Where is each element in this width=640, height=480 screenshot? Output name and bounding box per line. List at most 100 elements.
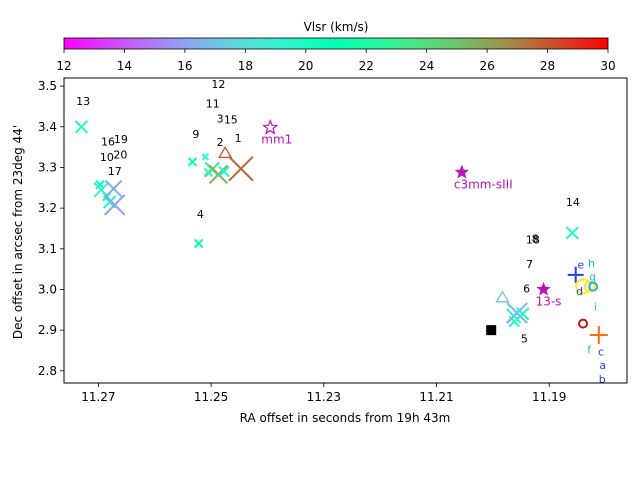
- maser-spot: [228, 155, 254, 182]
- maser-id-label: 19: [114, 133, 128, 146]
- colorbar-tick-label: 26: [479, 59, 494, 73]
- maser-cross-stroke: [565, 226, 580, 240]
- axes-frame: [63, 77, 628, 384]
- maser-spot: [565, 226, 580, 240]
- colorbar-tick-label: 16: [177, 59, 192, 73]
- x-tick-label: 11.23: [307, 390, 341, 404]
- maser-spot: [201, 153, 210, 161]
- maser-cross-stroke: [187, 157, 198, 167]
- letter-label: f: [587, 344, 592, 357]
- maser-cross-stroke: [201, 153, 210, 161]
- maser-cross-stroke: [104, 179, 123, 198]
- x-tick-label: 11.27: [81, 390, 115, 404]
- colorbar-tick-label: 30: [600, 59, 615, 73]
- maser-id-label: 20: [113, 149, 127, 162]
- y-tick-label: 3.2: [38, 201, 57, 215]
- maser-id-label: 4: [197, 208, 204, 221]
- y-tick-label: 3.4: [38, 120, 57, 134]
- maser-id-label: 12: [211, 78, 225, 91]
- letter-label: b: [599, 373, 606, 386]
- y-tick-label: 3.0: [38, 282, 57, 296]
- colorbar-tick-label: 22: [359, 59, 374, 73]
- maser-id-label: 1: [235, 132, 242, 145]
- maser-cross-stroke: [193, 238, 204, 249]
- maser-id-label: 17: [108, 165, 122, 178]
- y-axis-label: Dec offset in arcsec from 23deg 44': [11, 125, 25, 339]
- plus-marker: [567, 266, 584, 283]
- maser-spot: [208, 164, 229, 185]
- letter-label: d: [576, 285, 583, 298]
- y-tick-label: 3.3: [38, 160, 57, 174]
- letter-label: c: [598, 345, 604, 358]
- maser-spot: [187, 157, 198, 167]
- maser-spot: [104, 194, 126, 216]
- maser-id-label: 16: [101, 136, 115, 149]
- colorbar-tick-label: 20: [298, 59, 313, 73]
- maser-cross-stroke: [102, 195, 117, 209]
- maser-id-label: 6: [523, 283, 530, 296]
- filled-star-marker: [454, 164, 470, 179]
- open-star-marker: [262, 118, 279, 135]
- circle-marker: [578, 318, 589, 329]
- maser-id-label: 7: [526, 258, 533, 271]
- maser-id-label: 8: [532, 233, 539, 246]
- y-tick-label: 3.5: [38, 79, 57, 93]
- maser-id-label: 9: [192, 128, 199, 141]
- letter-label: g: [589, 271, 596, 284]
- maser-cross-stroke: [104, 194, 126, 216]
- maser-id-label: 15: [224, 114, 238, 127]
- circle-marker: [588, 281, 599, 292]
- colorbar-label: Vlsr (km/s): [304, 20, 369, 34]
- triangle-marker: [495, 290, 510, 303]
- colorbar-tick-label: 18: [238, 59, 253, 73]
- maser-spot: [104, 179, 123, 198]
- maser-id-label: 3: [217, 113, 224, 126]
- source-label: c3mm-sIII: [454, 177, 513, 191]
- y-tick-label: 3.1: [38, 242, 57, 256]
- x-tick-label: 11.25: [194, 390, 228, 404]
- letter-label: e: [577, 258, 584, 271]
- source-label: 13-s: [536, 294, 562, 308]
- maser-spot: [218, 165, 230, 178]
- maser-cross-stroke: [228, 155, 254, 182]
- maser-cross-stroke: [93, 182, 109, 198]
- plus-marker: [589, 326, 608, 345]
- y-tick-label: 2.9: [38, 323, 57, 337]
- maser-id-label: 13: [76, 95, 90, 108]
- maser-spot: [516, 307, 530, 321]
- x-tick-label: 11.19: [532, 390, 566, 404]
- colorbar-tick-label: 24: [419, 59, 434, 73]
- maser-spot: [506, 302, 528, 324]
- maser-id-label: 2: [217, 136, 224, 149]
- colorbar: [63, 37, 609, 50]
- maser-cross-stroke: [506, 302, 528, 324]
- colorbar-tick-label: 28: [540, 59, 555, 73]
- maser-cross-stroke: [516, 307, 530, 321]
- maser-spot: [74, 120, 89, 134]
- triangle-marker: [218, 145, 233, 159]
- maser-id-label: 5: [521, 332, 528, 345]
- maser-id-label: 11: [206, 97, 220, 110]
- circle-marker: [583, 280, 596, 293]
- source-label: mm1: [261, 133, 292, 147]
- x-axis-label: RA offset in seconds from 19h 43m: [240, 411, 451, 425]
- filled-star-marker: [536, 281, 551, 296]
- letter-label: h: [588, 257, 595, 270]
- maser-id-label: 18: [526, 234, 540, 247]
- colorbar-tick-label: 12: [56, 59, 71, 73]
- maser-id-label: 14: [566, 196, 580, 209]
- letter-label: i: [594, 301, 597, 314]
- square-marker: [486, 325, 497, 336]
- colorbar-ticks: 12 14 16 18 20 22 24 26 28 30: [56, 49, 616, 73]
- maser-cross-stroke: [74, 120, 89, 134]
- letter-label: a: [599, 359, 606, 372]
- x-tick-label: 11.21: [419, 390, 453, 404]
- maser-id-label: 10: [100, 151, 114, 164]
- maser-spot: [193, 238, 204, 249]
- y-tick-label: 2.8: [38, 364, 57, 378]
- maser-cross-stroke: [218, 165, 230, 178]
- colorbar-tick-label: 14: [117, 59, 132, 73]
- maser-cross-stroke: [208, 164, 229, 185]
